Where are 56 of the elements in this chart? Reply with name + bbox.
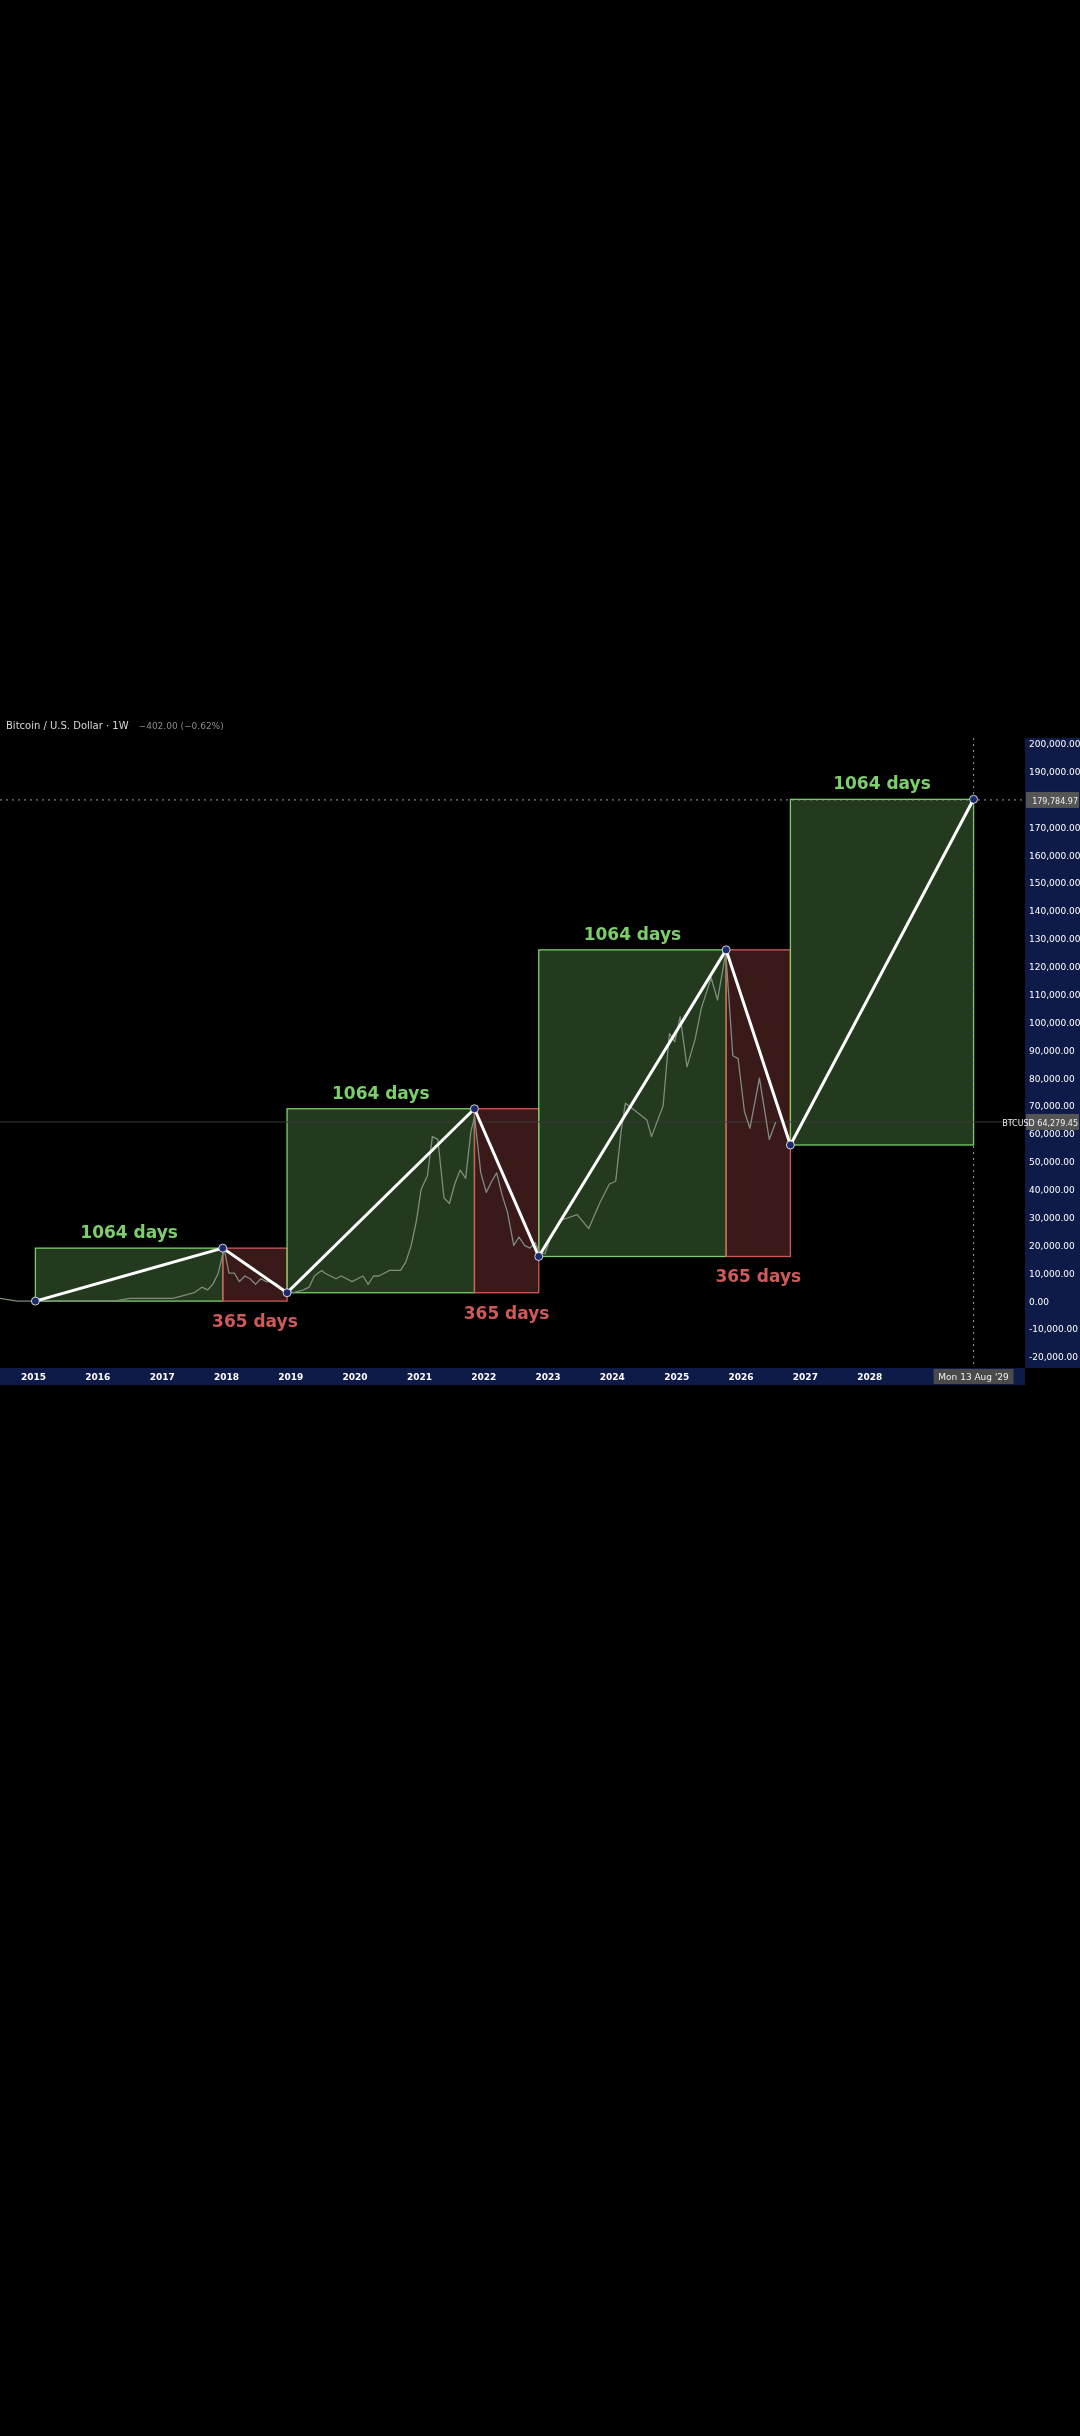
band-label: 365 days	[463, 1302, 550, 1323]
band-label: 1064 days	[833, 773, 931, 794]
y-tick-label: 10,000.00	[1029, 1268, 1076, 1279]
x-tick-label: 2023	[535, 1372, 561, 1382]
y-tick-label: 60,000.00	[1029, 1129, 1076, 1140]
point	[969, 794, 978, 804]
y-tick-label: -20,000.00	[1029, 1352, 1079, 1363]
y-tick-label: 40,000.00	[1029, 1185, 1076, 1196]
y-tick-label: 70,000.00	[1029, 1101, 1076, 1112]
y-tick-label: 150,000.00	[1029, 878, 1080, 889]
point	[218, 1243, 228, 1253]
point	[31, 1296, 40, 1306]
band-label: 365 days	[212, 1311, 298, 1332]
ref-line-label: BTCUSD 64,279.45	[1002, 1118, 1078, 1128]
x-tick-label: 2019	[278, 1372, 304, 1382]
band-label: 365 days	[715, 1266, 802, 1287]
point	[282, 1288, 292, 1298]
x-tick-label: 2026	[728, 1372, 754, 1382]
chart-title: Bitcoin / U.S. Dollar · 1W	[6, 720, 129, 731]
band-label: 1064 days	[80, 1222, 178, 1243]
x-tick-label: 2022	[471, 1372, 497, 1382]
y-tick-label: 100,000.00	[1029, 1017, 1080, 1028]
y-tick-label: 120,000.00	[1029, 962, 1080, 973]
y-tick-label: 140,000.00	[1029, 906, 1080, 917]
y-tick-label: 170,000.00	[1029, 822, 1080, 833]
x-tick-label: 2027	[792, 1372, 818, 1382]
band-label: 1064 days	[583, 923, 682, 944]
ref-line-label: 179,784.97	[1032, 796, 1078, 806]
point	[721, 945, 731, 955]
x-tick-label: 2021	[406, 1372, 433, 1382]
ref-line-label: Mon 13 Aug '29	[938, 1372, 1010, 1382]
y-tick-label: 20,000.00	[1029, 1240, 1076, 1251]
y-tick-label: 190,000.00	[1029, 766, 1080, 777]
y-tick-label: 160,000.00	[1029, 850, 1080, 861]
chart-subtitle: −402.00 (−0.62%)	[138, 721, 224, 731]
y-tick-label: 110,000.00	[1029, 989, 1080, 1000]
x-tick-label: 2020	[342, 1372, 368, 1382]
x-tick-label: 2016	[85, 1372, 111, 1382]
y-tick-label: 30,000.00	[1029, 1212, 1076, 1223]
x-tick-label: 2024	[599, 1372, 625, 1382]
y-tick-label: 130,000.00	[1029, 934, 1080, 945]
x-tick-label: 2025	[664, 1372, 690, 1382]
x-tick-label: 2017	[149, 1372, 175, 1382]
y-tick-label: 50,000.00	[1029, 1157, 1076, 1168]
point	[786, 1140, 795, 1150]
y-tick-label: 200,000.00	[1029, 739, 1080, 750]
point	[470, 1104, 479, 1114]
band-label: 1064 days	[331, 1082, 430, 1103]
y-tick-label: 80,000.00	[1029, 1073, 1076, 1084]
y-tick-label: -10,000.00	[1029, 1324, 1079, 1335]
x-tick-label: 2018	[213, 1372, 240, 1382]
y-tick-label: 90,000.00	[1029, 1045, 1076, 1056]
x-tick-label: 2015	[20, 1372, 46, 1382]
point	[534, 1252, 544, 1261]
y-tick-label: 0.00	[1029, 1296, 1050, 1307]
x-tick-label: 2028	[857, 1372, 883, 1382]
